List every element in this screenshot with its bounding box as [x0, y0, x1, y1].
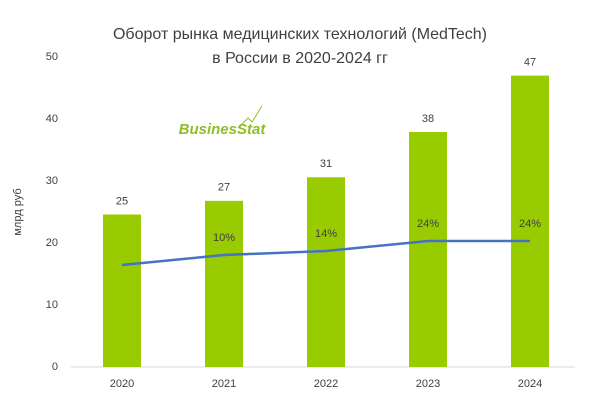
- value-label: 24%: [417, 218, 439, 230]
- line: [121, 239, 530, 267]
- value-label: 25: [116, 195, 128, 207]
- y-axis-label: млрд руб: [12, 188, 24, 235]
- y-tick-label: 0: [52, 361, 58, 373]
- bar: [205, 200, 243, 367]
- x-tick-label: 2022: [314, 378, 338, 390]
- x-tick-label: 2021: [212, 378, 236, 390]
- value-label: 31: [320, 158, 332, 170]
- bar: [307, 177, 345, 367]
- chart-title: в России в 2020-2024 гг: [212, 50, 388, 67]
- value-label: 38: [422, 113, 434, 125]
- chart-title: Оборот рынка медицинских технологий (Med…: [113, 26, 487, 43]
- x-tick-label: 2020: [110, 378, 134, 390]
- value-label: 47: [524, 57, 536, 69]
- y-tick-label: 30: [46, 175, 58, 187]
- y-tick-label: 10: [46, 299, 58, 311]
- bar: [409, 132, 447, 367]
- value-label: 14%: [315, 228, 337, 240]
- x-tick-label: 2024: [518, 378, 542, 390]
- value-label: 24%: [519, 218, 541, 230]
- bar: [103, 214, 141, 367]
- y-tick-label: 50: [46, 51, 58, 63]
- watermark-icon: [237, 105, 263, 129]
- bar: [511, 75, 549, 367]
- y-tick-label: 40: [46, 113, 58, 125]
- value-label: 27: [218, 182, 230, 194]
- watermark: BusinesStat: [179, 121, 267, 138]
- x-tick-label: 2023: [416, 378, 440, 390]
- value-label: 10%: [213, 232, 235, 244]
- y-tick-label: 20: [46, 237, 58, 249]
